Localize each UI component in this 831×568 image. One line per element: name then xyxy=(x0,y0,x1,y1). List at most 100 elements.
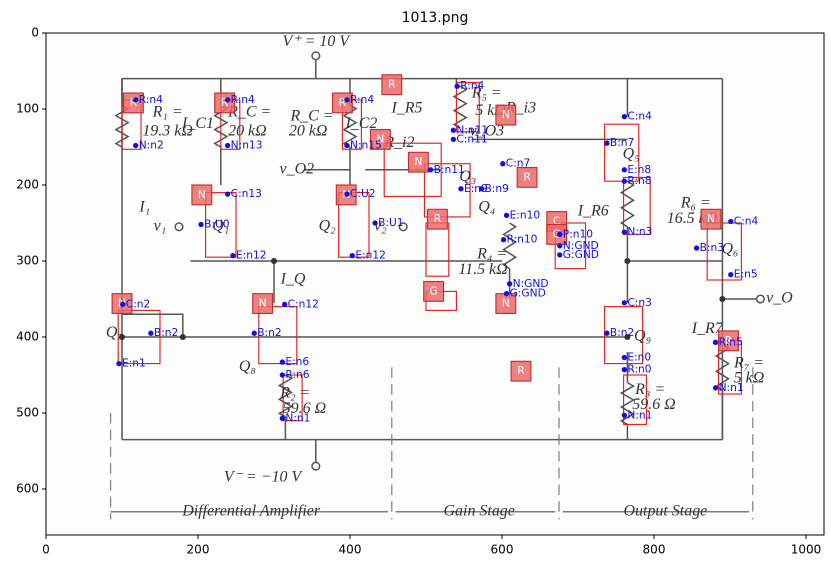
node-dot xyxy=(621,412,628,418)
circuit-label: I_R5 xyxy=(390,100,422,117)
circuit-label: R_C = xyxy=(289,107,333,124)
x-tick-label: 600 xyxy=(491,543,514,557)
terminal xyxy=(755,294,765,304)
node-annotation: R:n4 xyxy=(460,79,484,92)
node-dot xyxy=(427,167,434,173)
node-annotation: B:U1 xyxy=(378,216,403,229)
node-annotation: N:n15 xyxy=(350,138,382,151)
node-annotation: R:n8 xyxy=(627,174,651,187)
circuit-label: R₂ = xyxy=(279,385,310,402)
terminal xyxy=(311,461,321,471)
node-annotation: E:n12 xyxy=(236,249,267,262)
node-dot xyxy=(557,252,563,258)
junction xyxy=(624,333,631,341)
circuit-label: v_O xyxy=(766,290,793,307)
y-tick-label: 500 xyxy=(16,406,39,420)
y-tick-label: 600 xyxy=(16,482,39,496)
circuit-label: Q₅ xyxy=(623,145,640,162)
node-dot xyxy=(500,161,506,167)
node-annotation: N:n2 xyxy=(139,138,164,151)
node-annotation: N:GND xyxy=(513,277,549,290)
node-dot xyxy=(503,291,510,297)
node-dot xyxy=(133,142,139,149)
tag-letter: R xyxy=(221,96,229,109)
circuit-label: 59.6 Ω xyxy=(283,400,326,417)
tag-box xyxy=(122,92,144,114)
tag-box xyxy=(700,208,722,230)
circuit-label: R₅ = xyxy=(471,84,502,101)
node-annotation: E:n12 xyxy=(355,249,386,262)
tag-box xyxy=(516,166,538,188)
component-box xyxy=(623,176,651,235)
circuit-label: V⁻ = −10 V xyxy=(224,468,304,485)
node-dot xyxy=(621,178,628,184)
circuit-label: Q₄ xyxy=(478,198,495,215)
circuit-label: Q₇ xyxy=(106,324,124,341)
node-dot xyxy=(621,229,628,235)
tag-letter: R xyxy=(517,364,525,377)
node-dot xyxy=(621,167,628,173)
node-annotation: C:n13 xyxy=(231,187,262,200)
circuit-label: I_R6 xyxy=(577,202,609,219)
node-dot xyxy=(712,385,719,391)
node-dot xyxy=(503,212,510,219)
node-annotation: N:n1 xyxy=(719,381,744,394)
y-tick-label: 300 xyxy=(16,254,39,268)
circuit-label: Q₂ xyxy=(319,217,337,234)
y-tick-label: 0 xyxy=(31,26,39,40)
tag-letter: N xyxy=(198,188,206,201)
node-annotation: C:n4 xyxy=(627,110,652,123)
node-annotation: C:n4 xyxy=(734,214,759,227)
node-annotation: B:n9 xyxy=(485,182,510,195)
node-annotation: R:n6 xyxy=(285,368,309,381)
node-annotation: G:GND xyxy=(510,287,546,300)
tag-letter: N xyxy=(502,108,510,121)
x-tick-label: 800 xyxy=(643,543,666,557)
tag-letter: R xyxy=(523,170,531,183)
circuit-label: R₁ = xyxy=(152,103,183,120)
node-annotation: C:n7 xyxy=(506,157,531,170)
node-dot xyxy=(621,367,628,373)
node-dot xyxy=(557,243,563,249)
tag-box xyxy=(407,151,429,173)
circuit-label: R₃ = xyxy=(634,381,665,398)
node-dot xyxy=(224,97,231,103)
tag-box xyxy=(718,330,739,352)
node-dot xyxy=(279,372,286,378)
junction xyxy=(118,333,126,341)
node-annotation: B:n3 xyxy=(700,241,724,254)
terminal xyxy=(398,222,408,232)
tag-letter: R xyxy=(434,212,442,225)
node-dot xyxy=(728,272,734,278)
circuit-label: I₁ xyxy=(138,198,150,215)
node-annotation: C:n12 xyxy=(288,297,319,310)
circuit-label: R₄ = xyxy=(476,246,507,263)
circuit-label: v_O2 xyxy=(280,160,315,177)
tag-box xyxy=(214,92,236,114)
circuit-label: R_C = xyxy=(227,103,271,120)
node-dot xyxy=(450,136,457,143)
node-annotation: E:n0 xyxy=(627,351,651,364)
component-box xyxy=(554,222,587,270)
node-annotation: B:U0 xyxy=(204,218,230,231)
tag-letter: R xyxy=(130,96,138,109)
node-dot xyxy=(116,360,122,367)
node-dot xyxy=(621,354,628,361)
tag-letter: R xyxy=(388,78,396,91)
tag-box xyxy=(495,104,517,126)
resistor xyxy=(342,104,358,148)
circuit-label: v_O3 xyxy=(470,122,505,139)
circuit-label: Gain Stage xyxy=(444,502,515,519)
node-dot xyxy=(604,330,610,336)
circuit-label: R₆ = xyxy=(680,195,711,212)
node-dot xyxy=(349,253,355,259)
node-dot xyxy=(344,191,350,197)
tag-letter: C xyxy=(553,214,560,227)
x-tick-label: 200 xyxy=(187,543,210,557)
node-annotation: N:n11 xyxy=(456,123,488,136)
circuit-label: I_Q xyxy=(280,271,306,288)
node-annotation: C:n11 xyxy=(456,132,487,145)
node-dot xyxy=(344,142,350,149)
component-box xyxy=(455,81,480,133)
